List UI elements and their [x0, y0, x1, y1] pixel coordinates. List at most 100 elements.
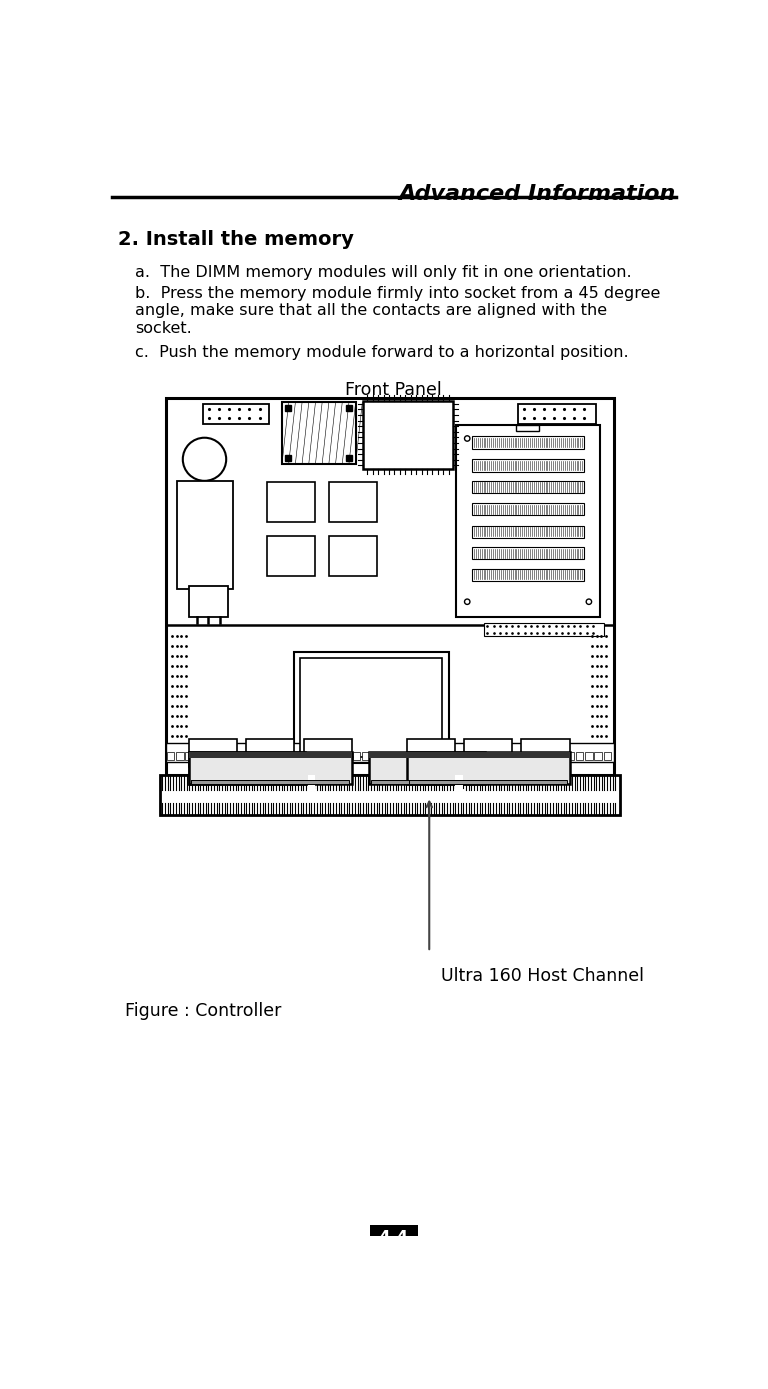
Bar [511, 751, 518, 760]
Bar [189, 751, 352, 785]
Bar [194, 751, 202, 760]
Bar [464, 739, 512, 767]
Bar [407, 751, 570, 785]
Text: Advanced Information: Advanced Information [399, 183, 676, 204]
Bar [472, 568, 584, 581]
Bar [492, 751, 500, 760]
Text: Figure : Controller: Figure : Controller [125, 1001, 282, 1020]
Bar [418, 751, 425, 760]
Bar [472, 547, 584, 560]
Bar [409, 781, 568, 785]
Bar [266, 536, 315, 576]
Bar [409, 751, 416, 760]
Bar [520, 751, 528, 760]
Bar [369, 751, 485, 758]
Bar [407, 739, 455, 767]
Text: a.  The DIMM memory modules will only fit in one orientation.: a. The DIMM memory modules will only fit… [134, 265, 631, 281]
Bar [185, 751, 193, 760]
Bar [329, 482, 376, 522]
Bar [557, 751, 565, 760]
Bar [189, 751, 352, 758]
Bar [464, 751, 472, 760]
Bar [278, 751, 286, 760]
Bar [269, 751, 276, 760]
Bar [334, 751, 342, 760]
Bar [232, 751, 240, 760]
Bar [604, 751, 611, 760]
Bar [203, 404, 269, 424]
Bar [389, 751, 398, 760]
Bar [191, 781, 303, 785]
Text: c.  Push the memory module forward to a horizontal position.: c. Push the memory module forward to a h… [134, 346, 628, 360]
Bar [160, 775, 620, 815]
Bar [472, 460, 584, 472]
Bar [300, 658, 442, 757]
Text: b.  Press the memory module firmly into socket from a 45 degree
angle, make sure: b. Press the memory module firmly into s… [134, 286, 660, 336]
Bar [502, 751, 509, 760]
Bar [189, 739, 237, 767]
Bar [189, 586, 228, 617]
Bar [371, 781, 483, 785]
Bar [296, 751, 304, 760]
Bar [316, 751, 323, 760]
Bar [287, 751, 295, 760]
Bar [363, 401, 452, 468]
Bar [436, 751, 444, 760]
Bar [325, 751, 333, 760]
Bar [222, 751, 230, 760]
Bar [166, 743, 614, 763]
Bar [529, 751, 537, 760]
Bar [247, 767, 294, 781]
Bar [177, 481, 233, 589]
Bar [585, 751, 593, 760]
Bar [380, 751, 388, 760]
Bar [204, 751, 211, 760]
Bar [369, 751, 485, 785]
Bar [260, 751, 267, 760]
Bar [456, 425, 600, 617]
Ellipse shape [465, 599, 470, 604]
Bar [293, 651, 449, 764]
Bar [189, 751, 305, 758]
Bar [516, 425, 539, 431]
Bar [407, 767, 455, 781]
Bar [369, 1225, 418, 1247]
Bar [464, 767, 512, 781]
Bar [427, 751, 435, 760]
Bar [521, 767, 570, 781]
Ellipse shape [586, 599, 591, 604]
Bar [472, 503, 584, 515]
Bar [594, 751, 602, 760]
Bar [241, 751, 249, 760]
Text: 2. Install the memory: 2. Install the memory [118, 229, 353, 249]
Bar [371, 751, 379, 760]
Bar [166, 397, 614, 775]
Bar [518, 404, 596, 424]
Text: Ultra 160 Host Channel: Ultra 160 Host Channel [441, 968, 644, 985]
Bar [167, 751, 174, 760]
Bar [191, 781, 349, 785]
Bar [484, 622, 604, 636]
Bar [176, 751, 184, 760]
Bar [343, 751, 351, 760]
Bar [303, 767, 352, 781]
Bar [282, 403, 356, 464]
Bar [455, 751, 462, 760]
Bar [306, 751, 314, 760]
Bar [329, 536, 376, 576]
Bar [250, 751, 258, 760]
Bar [362, 751, 369, 760]
Bar [483, 751, 491, 760]
Bar [213, 751, 220, 760]
Bar [576, 751, 584, 760]
Bar [189, 767, 237, 781]
Bar [445, 751, 453, 760]
Bar [266, 482, 315, 522]
Ellipse shape [465, 436, 470, 442]
Ellipse shape [183, 438, 227, 481]
Bar [353, 751, 360, 760]
Bar [521, 739, 570, 767]
Bar [567, 751, 574, 760]
Bar [455, 775, 462, 790]
Bar [247, 739, 294, 767]
